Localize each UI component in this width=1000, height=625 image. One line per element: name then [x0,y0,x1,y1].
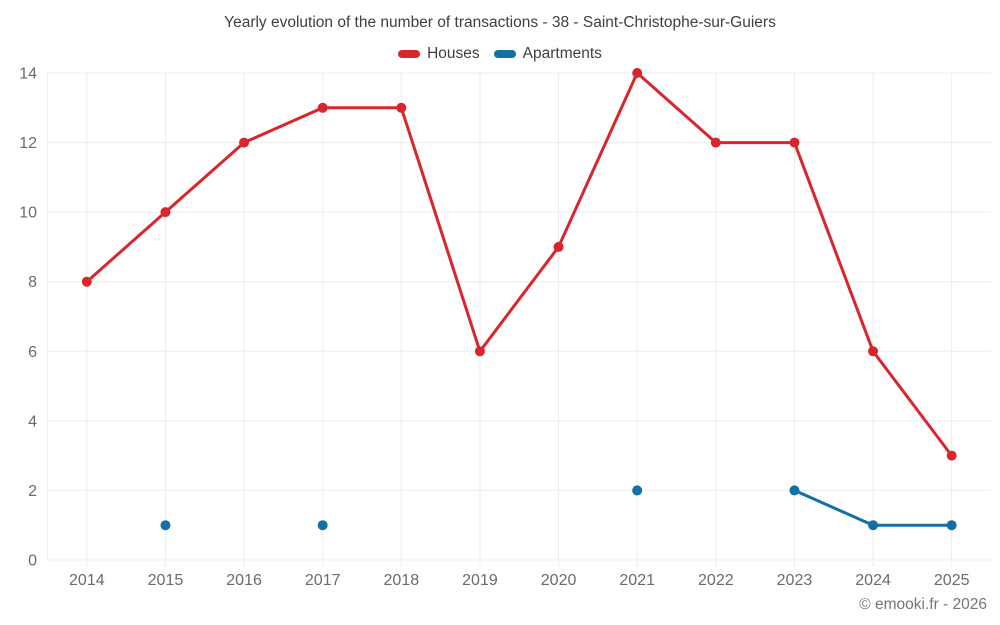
x-tick-label: 2023 [777,572,813,589]
houses-point-2016 [239,137,250,148]
houses-line [85,71,954,458]
y-tick-label: 12 [19,135,37,152]
x-tick-label: 2024 [855,572,891,589]
houses-point-2018 [396,102,407,113]
x-tick-label: 2014 [69,572,105,589]
copyright-credit: © emooki.fr - 2026 [859,596,987,613]
apartments-point-2025 [946,520,957,531]
y-tick-label: 10 [19,205,37,222]
y-tick-label: 6 [28,344,37,361]
y-tick-label: 14 [19,66,37,83]
legend-swatch-apartments [493,50,516,58]
houses-point-2015 [160,207,171,218]
chart-title: Yearly evolution of the number of transa… [224,14,776,31]
houses-point-2020 [553,241,564,252]
chart-legend: Houses Apartments [0,45,1000,63]
legend-item-houses[interactable]: Houses [398,45,480,63]
y-tick-label: 2 [28,483,37,500]
apartments-point-2021 [632,485,643,496]
x-tick-label: 2016 [226,572,262,589]
legend-item-apartments[interactable]: Apartments [493,45,602,63]
houses-point-2019 [474,346,485,357]
legend-label: Apartments [522,45,602,62]
x-tick-label: 2020 [541,572,577,589]
x-tick-label: 2015 [148,572,184,589]
apartments-point-2023 [789,485,800,496]
houses-point-2023 [789,137,800,148]
houses-point-2024 [868,346,879,357]
houses-point-2021 [632,68,643,78]
y-tick-label: 8 [28,274,37,291]
x-tick-label: 2017 [305,572,341,589]
x-tick-label: 2022 [698,572,734,589]
x-tick-label: 2021 [619,572,655,589]
houses-point-2017 [317,102,328,113]
houses-point-2025 [946,450,957,461]
apartments-point-2015 [160,520,171,531]
x-tick-label: 2018 [384,572,420,589]
legend-label: Houses [427,45,480,62]
x-tick-label: 2019 [462,572,498,589]
apartments-point-2017 [317,520,328,531]
y-tick-label: 4 [28,413,37,430]
houses-point-2014 [81,276,92,287]
houses-point-2022 [710,137,721,148]
legend-swatch-houses [398,50,421,58]
x-tick-label: 2025 [934,572,970,589]
y-tick-label: 0 [28,553,37,570]
apartments-point-2024 [868,520,879,531]
